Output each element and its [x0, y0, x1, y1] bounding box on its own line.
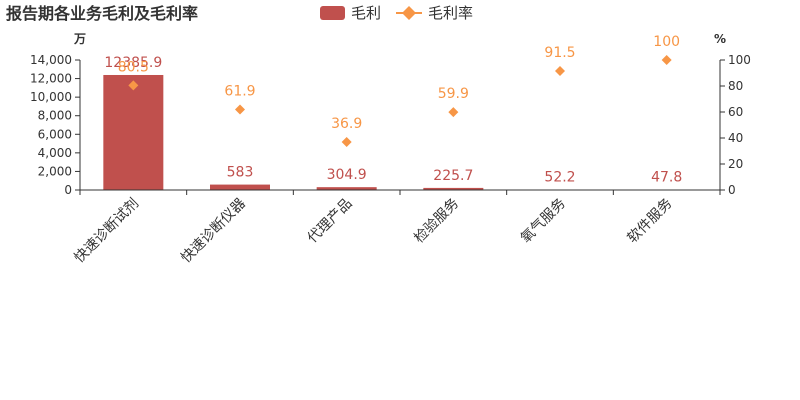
bar-data-label: 47.8	[651, 170, 682, 186]
right-axis-tick-label: 60	[728, 105, 743, 119]
left-axis-tick-label: 12,000	[30, 72, 72, 86]
bar-data-label: 304.9	[327, 167, 367, 183]
rate-data-label: 91.5	[544, 45, 575, 61]
x-axis-category-label: 快速诊断试剂	[71, 196, 142, 267]
rate-series: 80.5 61.9 36.9 59.9 91.5 100	[118, 34, 680, 148]
legend-swatch-gross-profit	[320, 6, 345, 20]
x-axis-category-label: 检验服务	[411, 196, 462, 247]
right-axis: 0 20 40 60 80 100	[719, 53, 751, 197]
legend-marker-gross-margin	[402, 6, 416, 20]
rate-data-label: 61.9	[224, 84, 255, 100]
rate-point	[661, 55, 672, 65]
bar	[423, 187, 484, 190]
bar	[316, 187, 377, 190]
bar-series: 12385.9 583 304.9 225.7 52.2 47.8	[103, 55, 697, 191]
right-axis-tick-label: 40	[728, 131, 743, 145]
right-axis-tick-label: 0	[728, 183, 736, 197]
left-axis-tick-label: 8,000	[38, 109, 72, 123]
left-axis-tick-label: 4,000	[38, 146, 72, 160]
right-axis-tick-label: 20	[728, 157, 743, 171]
x-axis: 快速诊断试剂 快速诊断仪器 代理产品 检验服务 氧气服务 软件服务	[71, 189, 721, 267]
rate-data-label: 80.5	[118, 59, 149, 75]
x-axis-category-label: 软件服务	[625, 196, 676, 247]
bar-data-label: 225.7	[433, 168, 473, 184]
bar-data-label: 52.2	[544, 170, 575, 186]
chart-title: 报告期各业务毛利及毛利率	[6, 4, 198, 23]
left-axis-tick-label: 2,000	[38, 164, 72, 178]
rate-point	[448, 107, 459, 118]
right-axis-tick-label: 80	[728, 79, 743, 93]
left-axis-tick-label: 14,000	[30, 53, 72, 67]
right-axis-unit: %	[714, 32, 726, 46]
rate-data-label: 36.9	[331, 116, 362, 132]
right-axis-tick-label: 100	[728, 53, 751, 67]
left-axis-tick-label: 10,000	[30, 90, 72, 104]
rate-data-label: 100	[653, 34, 680, 50]
x-axis-category-label: 氧气服务	[518, 196, 569, 247]
x-axis-category-label: 代理产品	[305, 196, 356, 247]
rate-point	[555, 66, 565, 77]
bar	[210, 184, 270, 190]
legend: 毛利 毛利率	[320, 4, 473, 22]
legend-label-gross-profit: 毛利	[351, 4, 381, 22]
bar-data-label: 12385.9	[104, 55, 162, 71]
rate-data-label: 59.9	[438, 86, 469, 102]
legend-label-gross-margin: 毛利率	[428, 4, 473, 22]
bar	[103, 74, 164, 190]
rate-point	[128, 80, 139, 91]
left-axis-unit: 万	[73, 32, 86, 46]
bar-data-label: 583	[227, 165, 254, 181]
rate-point	[235, 104, 245, 115]
left-axis-tick-label: 6,000	[38, 127, 72, 141]
left-axis: 0 2,000 4,000 6,000 8,000 10,000 12,000 14,000	[30, 53, 81, 197]
rate-point	[341, 137, 352, 148]
x-axis-category-label: 快速诊断仪器	[178, 196, 249, 267]
left-axis-tick-label: 0	[64, 183, 72, 197]
